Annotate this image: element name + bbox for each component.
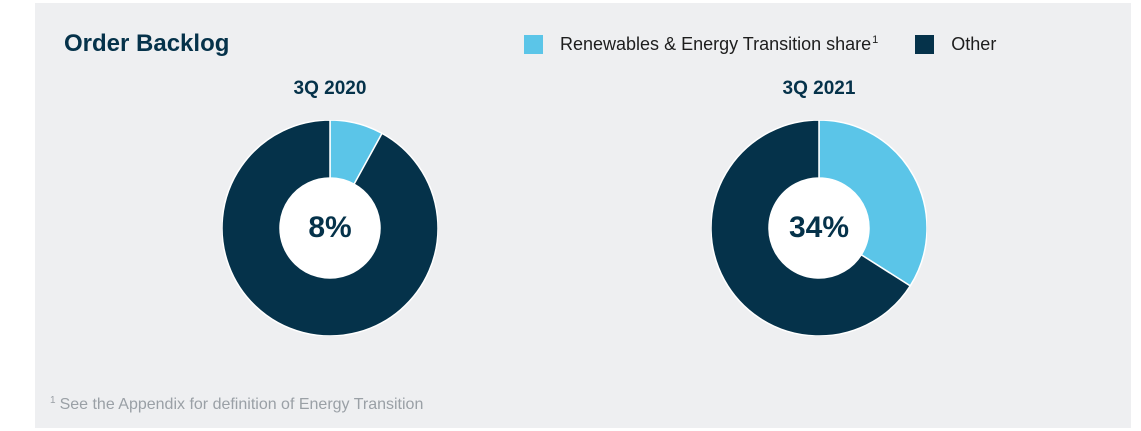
footnote-marker: 1 [50, 395, 56, 406]
footnote-text: See the Appendix for definition of Energ… [59, 396, 424, 413]
legend-label-renewables: Renewables & Energy Transition share1 [560, 34, 879, 54]
donut-chart-3q2021: 34% [711, 120, 927, 336]
chart-title-3q2020: 3Q 2020 [293, 78, 367, 99]
legend-label-other: Other [951, 34, 997, 54]
donut-center-label-3q2021: 34% [788, 211, 850, 244]
donut-hole [280, 178, 380, 278]
donut-center-label-3q2020: 8% [308, 211, 352, 244]
legend-swatch-renewables [524, 35, 543, 54]
donut-chart-3q2020: 8% [222, 120, 438, 336]
donut-svg-3q2020 [222, 120, 438, 336]
chart-panel [35, 3, 1131, 428]
legend-footnote-marker: 1 [872, 34, 879, 46]
legend-item-renewables: Renewables & Energy Transition share1 [524, 34, 878, 55]
donut-svg-3q2021 [711, 120, 927, 336]
legend-item-other: Other [915, 34, 996, 55]
page-title: Order Backlog [64, 30, 230, 57]
legend: Renewables & Energy Transition share1 Ot… [524, 34, 996, 55]
chart-title-3q2021: 3Q 2021 [782, 78, 856, 99]
footnote: 1 See the Appendix for definition of Ener… [50, 395, 423, 414]
donut-hole [769, 178, 869, 278]
legend-swatch-other [915, 35, 935, 54]
